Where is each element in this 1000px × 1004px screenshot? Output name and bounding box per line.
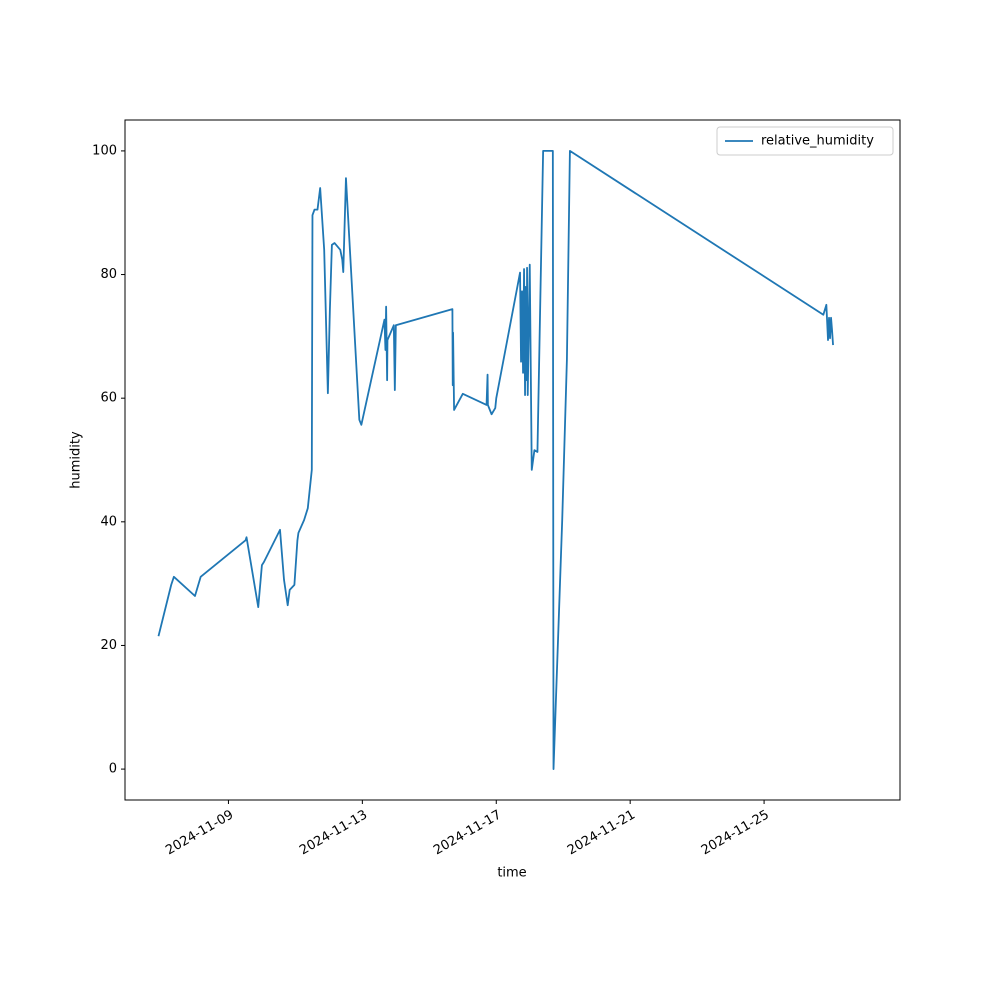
y-tick-label: 0 — [109, 762, 117, 777]
y-tick-label: 40 — [100, 514, 117, 529]
y-axis-label: humidity — [69, 431, 84, 489]
plot-frame — [124, 119, 901, 801]
y-tick-label: 100 — [92, 143, 117, 158]
legend-label: relative_humidity — [761, 134, 874, 149]
x-axis-label: time — [497, 866, 526, 881]
x-tick-label: 2024-11-25 — [699, 808, 772, 859]
x-tick-label: 2024-11-09 — [163, 808, 236, 859]
y-tick-label: 20 — [100, 638, 117, 653]
data-line — [157, 150, 834, 770]
legend-box — [716, 126, 894, 156]
y-tick-label: 80 — [100, 267, 117, 282]
x-tick-label: 2024-11-17 — [431, 808, 504, 859]
x-tick-label: 2024-11-13 — [297, 808, 370, 859]
x-tick-label: 2024-11-21 — [565, 808, 638, 859]
y-tick-label: 60 — [100, 391, 117, 406]
